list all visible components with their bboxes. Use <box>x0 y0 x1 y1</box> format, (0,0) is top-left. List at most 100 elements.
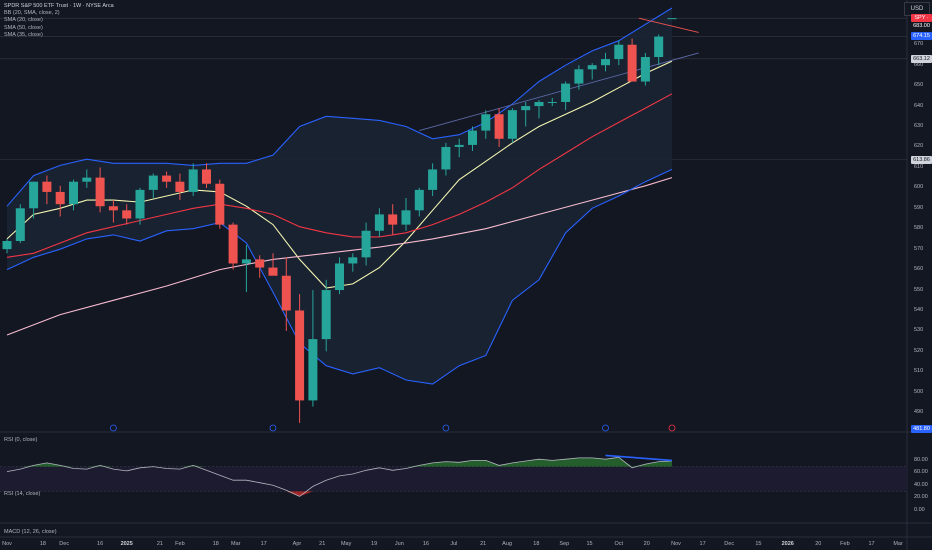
currency-button[interactable]: USD <box>904 2 930 16</box>
rsi-band <box>0 466 907 492</box>
y-tick-label: 580 <box>914 225 924 232</box>
candle-body <box>268 267 278 276</box>
x-tick-label: Feb <box>175 541 185 547</box>
x-tick-label: Dec <box>59 541 70 547</box>
candle-body <box>640 57 650 82</box>
candle-body <box>667 18 677 20</box>
trend-line <box>419 52 699 132</box>
event-marker <box>442 424 450 432</box>
price-label: 674.15 <box>911 32 932 41</box>
candle-body <box>561 83 571 102</box>
candle-body <box>108 206 118 211</box>
x-tick-label: Aug <box>502 541 512 547</box>
candle-body <box>574 69 584 84</box>
x-tick-label: 16 <box>97 541 104 547</box>
candle-body <box>295 310 305 401</box>
x-tick-label: 19 <box>371 541 378 547</box>
y-tick-label: 600 <box>914 184 924 191</box>
candle-body <box>361 230 371 258</box>
candle-body <box>481 114 491 131</box>
x-tick-label: Nov <box>2 541 12 547</box>
candle-body <box>135 189 145 219</box>
x-tick-label: May <box>340 541 352 547</box>
legend-bb: BB (20, SMA, close, 2) <box>4 10 60 17</box>
candle-body <box>321 290 331 340</box>
x-tick-label: Sep <box>559 541 570 547</box>
candle-body <box>627 44 637 82</box>
x-tick-label: 15 <box>755 541 762 547</box>
rsi-tick-label: 80.00 <box>914 456 928 463</box>
rsi-oversold-fill <box>7 491 672 497</box>
candle-body <box>374 214 384 231</box>
chart-legend: SPDR S&P 500 ETF Trust · 1W · NYSE Arca … <box>4 3 114 39</box>
y-tick-label: 610 <box>914 163 924 170</box>
legend-sma35: SMA (35, close) <box>4 31 43 38</box>
candle-body <box>335 263 344 291</box>
x-tick-label: 17 <box>868 541 875 547</box>
event-marker <box>269 424 277 432</box>
y-tick-label: 590 <box>914 204 924 211</box>
candle-body <box>215 183 225 225</box>
macd-legend: MACD (12, 26, close) <box>4 529 57 535</box>
candle-body <box>308 339 318 401</box>
rsi-line <box>6 456 673 497</box>
candle-body <box>507 110 517 139</box>
event-marker <box>668 424 676 432</box>
candle-body <box>241 259 251 264</box>
price-label: 663.12 <box>911 54 932 63</box>
y-tick-label: 540 <box>914 306 924 313</box>
x-tick-label: Jul <box>450 541 458 547</box>
candle-body <box>15 208 25 241</box>
series-line-sma-50-close <box>6 93 673 258</box>
x-tick-label: Mar <box>893 541 903 547</box>
legend-sma50: SMA (50, close) <box>4 24 43 31</box>
candle-body <box>428 169 438 190</box>
candle-body <box>654 36 664 58</box>
x-tick-label: 20 <box>643 541 650 547</box>
y-tick-label: 490 <box>914 409 924 416</box>
x-tick-label: 18 <box>212 541 219 547</box>
candle-body <box>255 259 265 268</box>
candle-body <box>188 169 198 192</box>
series-line-bb-upper <box>6 7 673 207</box>
x-tick-label: 17 <box>699 541 706 547</box>
candle-body <box>162 175 172 182</box>
candle-body <box>601 59 610 66</box>
candle-body <box>521 106 531 111</box>
candle-body <box>587 65 597 70</box>
rsi-tick-label: 20.00 <box>914 494 928 501</box>
candle-body <box>494 114 504 139</box>
rsi-legend-2: RSI (14, close) <box>4 491 41 497</box>
candle-body <box>2 240 12 250</box>
candle-body <box>228 224 238 264</box>
price-label: SPY · 683.00 <box>911 14 932 29</box>
candle-body <box>454 144 464 147</box>
rsi-tick-label: 40.00 <box>914 481 928 488</box>
x-tick-label: Apr <box>292 541 302 547</box>
price-label: 613.86 <box>911 155 932 164</box>
event-marker <box>110 424 117 432</box>
y-tick-label: 560 <box>914 266 924 273</box>
event-marker <box>602 424 609 432</box>
candle-body <box>441 146 451 170</box>
x-tick-label: 21 <box>480 541 487 547</box>
series-line-sma-35-close <box>6 177 673 336</box>
x-tick-label: 17 <box>260 541 267 547</box>
candle-body <box>348 257 358 264</box>
y-tick-label: 500 <box>914 388 924 395</box>
candle-body <box>55 191 65 205</box>
candle-body <box>148 175 158 190</box>
bollinger-band-fill <box>7 8 672 385</box>
candle-body <box>534 101 544 107</box>
legend-title: SPDR S&P 500 ETF Trust · 1W · NYSE Arca <box>4 3 114 9</box>
y-tick-label: 510 <box>914 368 924 375</box>
x-tick-label: 2026 <box>781 541 794 547</box>
x-tick-label: 18 <box>533 541 540 547</box>
x-tick-label: Feb <box>840 541 850 547</box>
candle-body <box>547 101 557 103</box>
y-tick-label: 640 <box>914 102 924 109</box>
rsi-divergence-line <box>605 454 673 462</box>
candle-body <box>29 181 39 209</box>
x-tick-label: Mar <box>231 541 241 547</box>
